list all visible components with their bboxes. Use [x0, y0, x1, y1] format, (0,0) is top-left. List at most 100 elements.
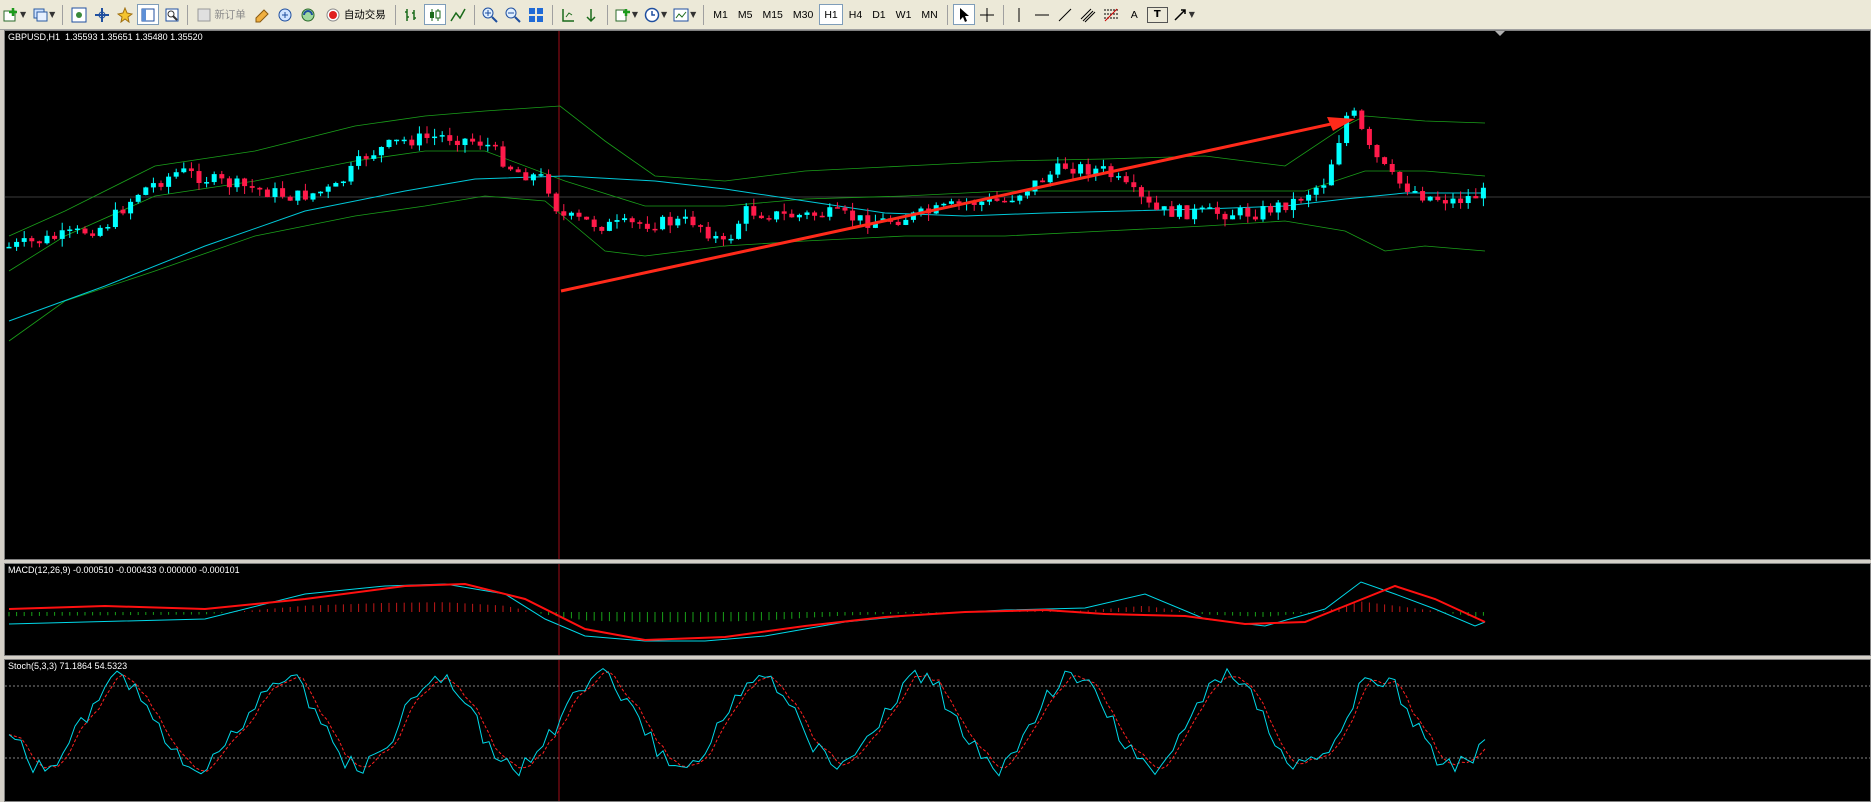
strategy-tester-icon[interactable]: [161, 4, 182, 25]
bearish-candle: [1154, 202, 1160, 210]
bullish-candle: [416, 133, 422, 146]
bullish-candle: [401, 139, 407, 142]
bearish-candle: [424, 133, 430, 138]
arrows-button[interactable]: ▼: [1170, 4, 1197, 25]
crosshair-icon[interactable]: [977, 4, 998, 25]
tf-mn[interactable]: MN: [917, 4, 941, 25]
stoch-signal-line: [8, 671, 1486, 772]
bearish-candle: [1435, 196, 1441, 201]
moving-average-line: [8, 175, 1485, 322]
fibonacci-icon[interactable]: [1101, 4, 1122, 25]
candlestick-icon[interactable]: [423, 4, 446, 25]
bullish-candle: [804, 212, 810, 215]
bullish-candle: [1116, 176, 1122, 178]
text-label-tool[interactable]: T: [1146, 6, 1168, 23]
tf-mn-label: MN: [921, 8, 938, 21]
bullish-candle: [143, 187, 149, 195]
bullish-candle: [796, 214, 802, 218]
text-tool[interactable]: A: [1124, 4, 1145, 25]
bullish-candle: [872, 221, 878, 228]
data-window-icon[interactable]: [91, 4, 112, 25]
tf-h4-label: H4: [848, 8, 863, 21]
bullish-candle: [713, 236, 719, 239]
tf-h1[interactable]: H1: [819, 4, 843, 25]
tf-m5[interactable]: M5: [734, 4, 757, 25]
bearish-candle: [690, 216, 696, 226]
bearish-candle: [1070, 168, 1076, 174]
new-chart-button[interactable]: ▼: [1, 4, 28, 25]
bullish-candle: [979, 201, 985, 205]
chart-shift-icon[interactable]: [558, 4, 579, 25]
bearish-candle: [1131, 182, 1137, 188]
bearish-candle: [1382, 157, 1388, 164]
bullish-candle: [1351, 110, 1357, 116]
separator: [62, 4, 64, 25]
bullish-candle: [485, 144, 491, 147]
bearish-candle: [196, 171, 202, 183]
signals-icon[interactable]: [275, 4, 296, 25]
bullish-candle: [59, 230, 65, 239]
new-order-button[interactable]: 新订单: [193, 4, 250, 25]
new-order-label: 新订单: [214, 9, 246, 21]
bullish-candle: [682, 216, 688, 219]
bearish-candle: [515, 169, 521, 173]
bearish-candle: [447, 135, 453, 141]
bollinger-upper-line: [8, 105, 1486, 237]
bullish-candle: [128, 201, 134, 214]
trend-arrow-shaft: [560, 119, 1346, 293]
tf-w1[interactable]: W1: [892, 4, 916, 25]
bullish-candle: [660, 216, 666, 230]
line-chart-icon[interactable]: [448, 4, 469, 25]
bearish-candle: [409, 139, 415, 146]
indicators-button[interactable]: ▼: [613, 4, 640, 25]
bearish-candle: [637, 222, 643, 224]
bearish-candle: [470, 138, 476, 142]
bullish-candle: [1176, 205, 1182, 217]
bullish-candle: [325, 186, 331, 192]
terminal-icon[interactable]: [137, 4, 160, 25]
tf-m15[interactable]: M15: [758, 4, 786, 25]
tf-m30[interactable]: M30: [789, 4, 817, 25]
bearish-candle: [1404, 183, 1410, 192]
bar-chart-icon[interactable]: [401, 4, 422, 25]
macd-panel[interactable]: MACD(12,26,9) -0.000510 -0.000433 0.0000…: [4, 563, 1871, 656]
bearish-candle: [781, 211, 787, 214]
bullish-candle: [918, 208, 924, 213]
templates-button[interactable]: ▼: [671, 4, 698, 25]
bearish-candle: [363, 156, 369, 159]
bearish-candle: [895, 221, 901, 225]
bearish-candle: [242, 178, 248, 187]
tf-d1[interactable]: D1: [868, 4, 889, 25]
zoom-out-icon[interactable]: [503, 4, 524, 25]
meta-editor-icon[interactable]: [252, 4, 273, 25]
toolbar: ▼ ▼ 新订单 自动交易 ▼ ▼ ▼ M1 M5 M15 M: [0, 0, 1871, 30]
panel-splitter[interactable]: [0, 656, 1871, 659]
bullish-candle: [1207, 207, 1213, 209]
horizontal-line-icon[interactable]: [1032, 4, 1053, 25]
panel-splitter[interactable]: [0, 560, 1871, 563]
bearish-candle: [751, 206, 757, 216]
tf-m1[interactable]: M1: [709, 4, 732, 25]
vertical-line-icon[interactable]: [1009, 4, 1030, 25]
trendline-icon[interactable]: [1055, 4, 1076, 25]
bearish-candle: [546, 174, 552, 194]
bullish-candle: [6, 246, 12, 249]
navigator-icon[interactable]: [114, 4, 135, 25]
channel-icon[interactable]: [1078, 4, 1099, 25]
stoch-panel[interactable]: Stoch(5,3,3) 71.1864 54.5323: [4, 659, 1871, 802]
auto-scroll-icon[interactable]: [581, 4, 602, 25]
main-chart-panel[interactable]: GBPUSD,H1 1.35593 1.35651 1.35480 1.3552…: [4, 30, 1871, 560]
tf-h4[interactable]: H4: [845, 4, 866, 25]
tile-windows-icon[interactable]: [526, 4, 547, 25]
market-icon[interactable]: [298, 4, 319, 25]
bearish-candle: [36, 241, 42, 244]
cursor-icon[interactable]: [952, 4, 975, 25]
auto-trading-button[interactable]: 自动交易: [321, 4, 390, 25]
profiles-button[interactable]: ▼: [30, 4, 57, 25]
market-watch-icon[interactable]: [68, 4, 89, 25]
periods-button[interactable]: ▼: [642, 4, 669, 25]
zoom-in-icon[interactable]: [480, 4, 501, 25]
separator: [606, 4, 608, 25]
bearish-candle: [1214, 207, 1220, 214]
stoch-header: Stoch(5,3,3) 71.1864 54.5323: [8, 661, 128, 671]
